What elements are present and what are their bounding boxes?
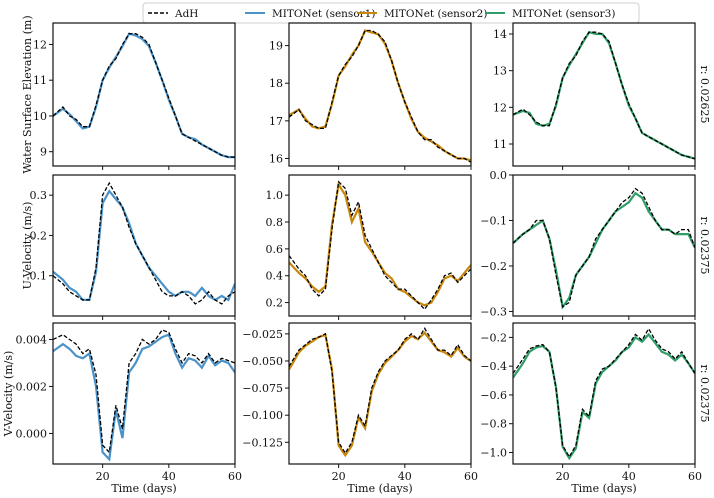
panel-r1-c2: 16 17 18 19 — [269, 22, 472, 170]
series-mitonet-line — [53, 32, 235, 159]
ytick-label: −0.6 — [480, 389, 507, 402]
xtick-label: 40 — [162, 470, 176, 483]
legend-label-4: MITONet (sensor3) — [512, 8, 615, 20]
ytick-label: 14 — [493, 28, 507, 41]
legend-label-2: MITONet (sensor1) — [272, 8, 375, 20]
panel-frame — [288, 22, 472, 167]
xtick-label: 60 — [688, 470, 702, 483]
xtick-label: 60 — [464, 470, 478, 483]
panel-frame — [288, 174, 472, 317]
panel-frame — [512, 22, 696, 167]
xtick-label: 40 — [398, 470, 412, 483]
panel-frame — [512, 322, 696, 465]
panel-r3-c3: −1.0 −0.8 −0.6 −0.4 −0.2 20 40 60 Time (days) — [480, 322, 702, 495]
panel-r1-c1: 9 10 11 12 — [33, 22, 236, 170]
series-adh-line — [513, 327, 695, 459]
ytick-label: 18 — [269, 77, 283, 90]
series-mitonet-line — [513, 191, 695, 310]
ytick-label: 11 — [33, 74, 47, 87]
ytick-label: 12 — [33, 38, 47, 51]
series-adh-line — [53, 329, 235, 454]
ytick-label: 19 — [269, 40, 283, 53]
panel-r3-c1: 0.000 0.002 0.004 20 40 60 Time (days) — [16, 322, 242, 495]
ytick-label: 0.0 — [490, 169, 508, 182]
series-mitonet-line — [289, 331, 471, 458]
panel-r2-c2: 0.2 0.4 0.6 0.8 1.0 — [266, 174, 472, 320]
panel-r2-c3: −0.3 −0.2 −0.1 0.0 — [480, 169, 696, 320]
series-mitonet-line — [289, 181, 471, 307]
ytick-label: −0.125 — [242, 436, 283, 449]
ytick-label: −0.075 — [242, 382, 283, 395]
ytick-label: 0.2 — [266, 297, 284, 310]
ytick-label: −0.3 — [480, 305, 507, 318]
series-adh-line — [289, 29, 471, 163]
ytick-label: 0.2 — [30, 229, 48, 242]
ytick-label: 0.000 — [16, 427, 48, 440]
xaxis-label: Time (days) — [111, 482, 176, 495]
ytick-label: 0.002 — [16, 380, 48, 393]
series-mitonet-line — [53, 189, 235, 302]
panel-grid: Water Surface Elevation (m) r: 0.02625 9 10… — [2, 15, 711, 495]
row-ylabel-3: V-Velocity (m/s) — [2, 351, 15, 438]
row-rlabel-1: r: 0.02625 — [698, 66, 711, 124]
panel-frame — [52, 22, 236, 167]
ytick-label: 10 — [33, 110, 47, 123]
ytick-label: −0.100 — [242, 409, 283, 422]
ytick-label: 16 — [269, 152, 283, 165]
ytick-label: 0.8 — [266, 216, 284, 229]
ytick-label: 11 — [493, 138, 507, 151]
panel-frame — [512, 174, 696, 317]
xaxis-label: Time (days) — [347, 482, 412, 495]
ytick-label: −0.4 — [480, 360, 507, 373]
ytick-label: 17 — [269, 115, 283, 128]
panel-r1-c3: 11 12 13 14 — [493, 22, 696, 170]
xtick-label: 20 — [96, 470, 110, 483]
legend: AdH MITONet (sensor1) MITONet (sensor2) MIT… — [142, 2, 640, 24]
series-adh-line — [289, 327, 471, 455]
panel-r3-c2: −0.125 −0.100 −0.075 −0.050 −0.025 20 40 60 Time… — [242, 322, 478, 495]
ytick-label: −0.2 — [480, 260, 507, 273]
series-mitonet-line — [53, 333, 235, 462]
ytick-label: −0.2 — [480, 331, 507, 344]
xtick-label: 60 — [228, 470, 242, 483]
panel-frame — [52, 322, 236, 465]
ytick-label: 0.004 — [16, 333, 48, 346]
series-mitonet-line — [513, 30, 695, 160]
panel-frame — [288, 322, 472, 465]
ytick-label: 0.4 — [266, 270, 284, 283]
series-adh-line — [53, 33, 235, 158]
xaxis-label: Time (days) — [571, 482, 636, 495]
ytick-label: 13 — [493, 65, 507, 78]
series-adh-line — [289, 180, 471, 311]
ytick-label: −0.025 — [242, 328, 283, 341]
xtick-label: 20 — [556, 470, 570, 483]
ytick-label: −1.0 — [480, 446, 507, 459]
legend-label-3: MITONet (sensor2) — [384, 8, 487, 20]
ytick-label: −0.8 — [480, 418, 507, 431]
row-rlabel-3: r: 0.02375 — [698, 365, 711, 423]
ytick-label: 1.0 — [266, 189, 284, 202]
row-ylabel-2: U-Velocity (m/s) — [21, 202, 34, 290]
series-adh-line — [513, 31, 695, 160]
series-mitonet-line — [289, 29, 471, 162]
row-ylabel-1: Water Surface Elevation (m) — [21, 15, 34, 173]
series-mitonet-line — [513, 332, 695, 461]
ytick-label: −0.1 — [480, 214, 507, 227]
ytick-label: 0.3 — [30, 189, 48, 202]
panel-r2-c1: 0.1 0.2 0.3 — [30, 174, 236, 320]
legend-label-1: AdH — [174, 8, 198, 20]
ytick-label: −0.050 — [242, 355, 283, 368]
row-rlabel-2: r: 0.02375 — [698, 217, 711, 275]
series-adh-line — [53, 181, 235, 305]
xtick-label: 20 — [332, 470, 346, 483]
xtick-label: 40 — [622, 470, 636, 483]
series-adh-line — [513, 187, 695, 308]
ytick-label: 0.6 — [266, 243, 284, 256]
ytick-label: 0.1 — [30, 270, 48, 283]
panel-frame — [52, 174, 236, 317]
ytick-label: 9 — [40, 146, 47, 159]
ytick-label: 12 — [493, 101, 507, 114]
